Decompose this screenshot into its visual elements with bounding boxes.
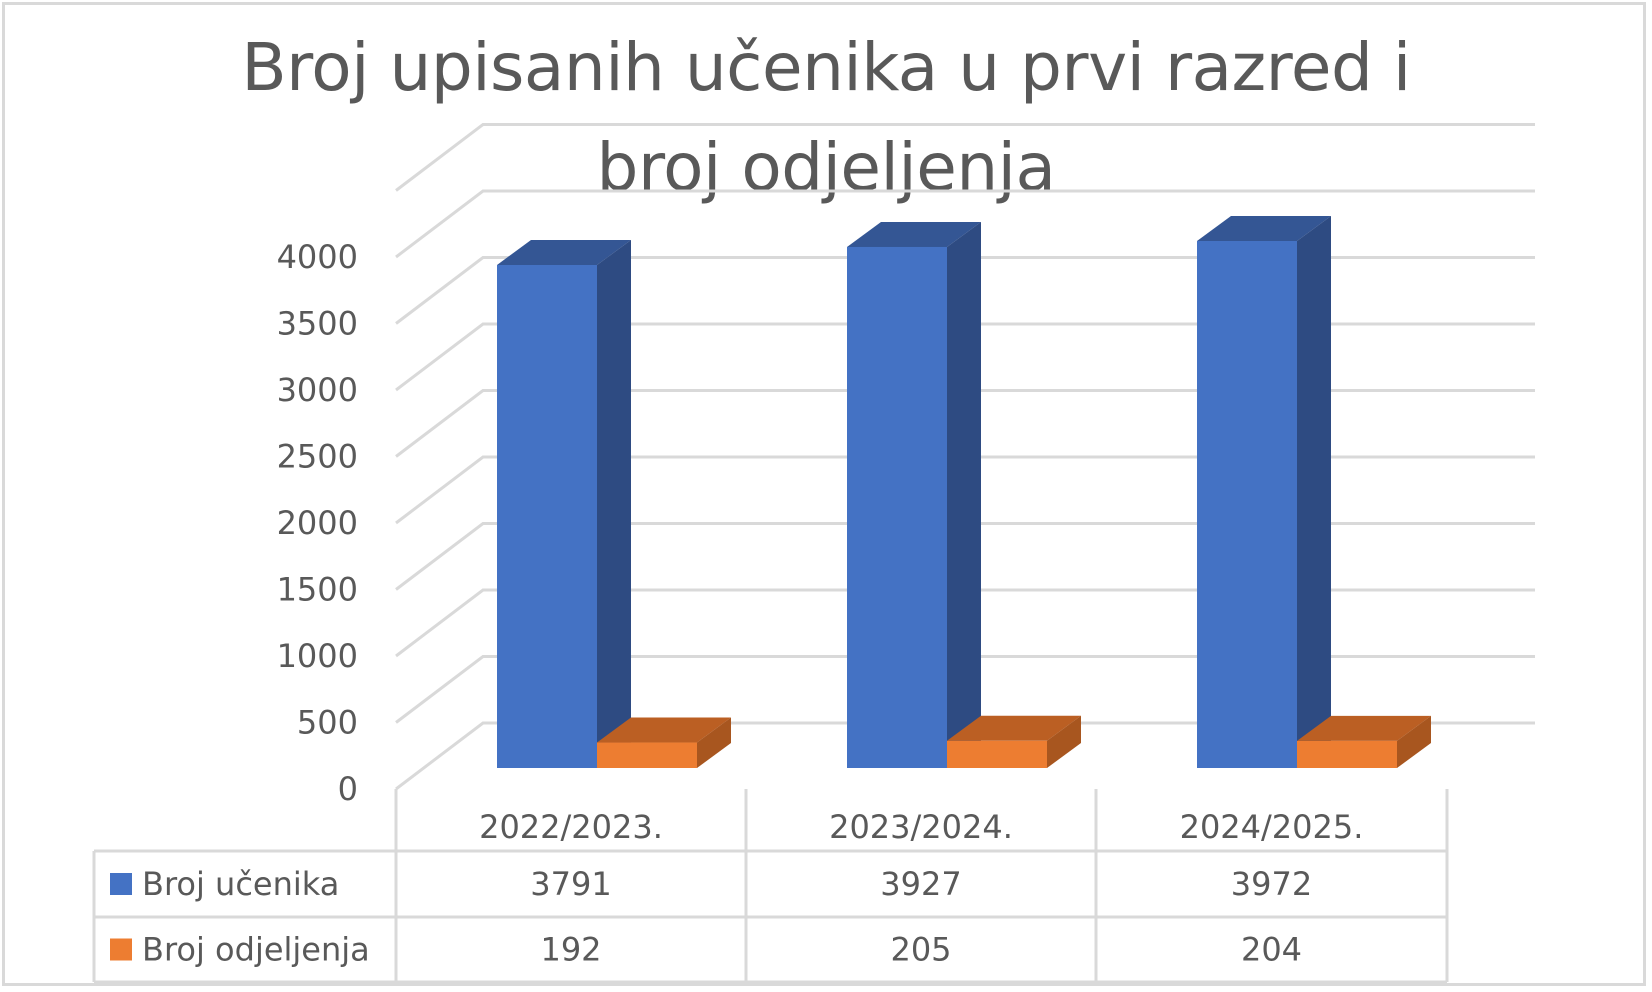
gridline	[395, 123, 1535, 192]
bar	[1297, 715, 1431, 768]
gridline	[395, 522, 1535, 591]
legend-label: Broj odjeljenja	[142, 931, 370, 969]
table-cell: 3791	[530, 865, 611, 903]
y-tick-label: 2500	[277, 438, 358, 476]
gridlines	[395, 123, 1535, 791]
bar-front-face	[597, 742, 697, 768]
y-tick-label: 2000	[277, 504, 358, 542]
y-tick-label: 4000	[277, 238, 358, 276]
gridline	[395, 256, 1535, 325]
table-cell: 192	[540, 931, 601, 969]
bar-side-face	[597, 240, 631, 768]
bar	[1197, 215, 1331, 768]
y-tick-label: 1000	[277, 637, 358, 675]
bar	[847, 221, 981, 769]
bar	[597, 717, 731, 768]
bars	[497, 215, 1431, 769]
chart-title-line-1: Broj upisanih učenika u prvi razred i	[241, 29, 1411, 106]
bar-top-face	[497, 240, 631, 265]
bar-side-face	[1047, 715, 1081, 768]
table-header-cell: 2022/2023.	[479, 808, 663, 846]
gridline	[395, 455, 1535, 525]
gridline	[395, 588, 1535, 658]
data-table: 2022/2023. 2023/2024. 2024/2025. Broj učeni…	[92, 789, 1449, 984]
bar-side-face	[697, 717, 731, 768]
bar-top-face	[847, 221, 981, 247]
gridline	[395, 721, 1535, 791]
legend-swatch	[110, 938, 132, 961]
gridline	[395, 322, 1535, 392]
table-header-cell: 2023/2024.	[829, 808, 1013, 846]
bar-side-face	[947, 221, 981, 769]
gridline	[395, 389, 1535, 458]
y-tick-label: 0	[338, 770, 358, 808]
gridline	[395, 655, 1535, 724]
bar-front-face	[1197, 240, 1297, 768]
table-cell: 3927	[880, 865, 961, 903]
chart-title-line-2: broj odjeljenja	[596, 129, 1056, 206]
table-cell: 205	[890, 931, 951, 969]
bar-side-face	[1397, 715, 1431, 768]
bar-side-face	[1297, 215, 1331, 768]
y-axis-labels: 0 500 1000 1500 2000 2500 3000 3500 4000	[277, 238, 358, 808]
y-tick-label: 3000	[277, 371, 358, 409]
chart-title: Broj upisanih učenika u prvi razred i br…	[0, 18, 1652, 218]
table-cell: 204	[1241, 931, 1302, 969]
bar-top-face	[947, 715, 1081, 741]
bar-front-face	[947, 740, 1047, 768]
bar-top-face	[1197, 215, 1331, 241]
table-header-cell: 2024/2025.	[1180, 808, 1364, 846]
bar	[497, 240, 631, 768]
table-cell: 3972	[1231, 865, 1312, 903]
bar	[947, 715, 1081, 768]
gridline	[395, 189, 1535, 259]
legend-label: Broj učenika	[142, 865, 339, 903]
bar-front-face	[497, 265, 597, 768]
y-tick-label: 1500	[277, 571, 358, 609]
y-tick-label: 500	[297, 704, 358, 742]
bar-top-face	[1297, 715, 1431, 741]
bar-top-face	[597, 717, 731, 743]
bar-front-face	[847, 246, 947, 769]
legend-swatch	[110, 873, 132, 895]
bar-front-face	[1297, 740, 1397, 768]
y-tick-label: 3500	[277, 305, 358, 343]
